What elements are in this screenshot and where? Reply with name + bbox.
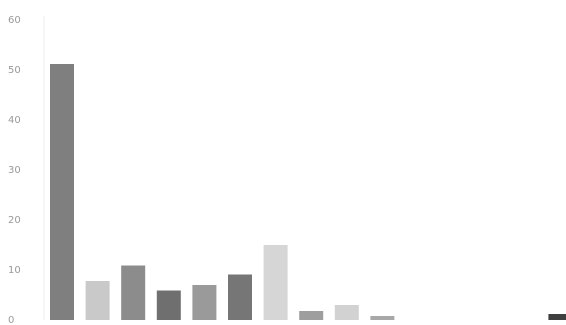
bar — [548, 314, 566, 320]
y-axis: 0 10 20 30 40 50 60 — [8, 15, 45, 325]
bar — [192, 285, 217, 320]
bar — [334, 305, 359, 320]
bar — [370, 316, 395, 320]
bars — [50, 64, 566, 320]
bar — [228, 274, 252, 320]
bar — [50, 64, 74, 320]
bar — [85, 281, 110, 320]
y-tick-label: 40 — [8, 115, 21, 126]
bar — [121, 265, 146, 320]
y-tick-label: 30 — [8, 165, 21, 176]
bar — [263, 245, 288, 320]
bar — [156, 290, 181, 320]
y-tick-label: 10 — [8, 265, 21, 276]
y-tick-label: 0 — [8, 315, 14, 325]
y-tick-label: 60 — [8, 15, 21, 26]
bar — [299, 311, 324, 320]
y-tick-label: 20 — [8, 215, 21, 226]
y-tick-label: 50 — [8, 65, 21, 76]
